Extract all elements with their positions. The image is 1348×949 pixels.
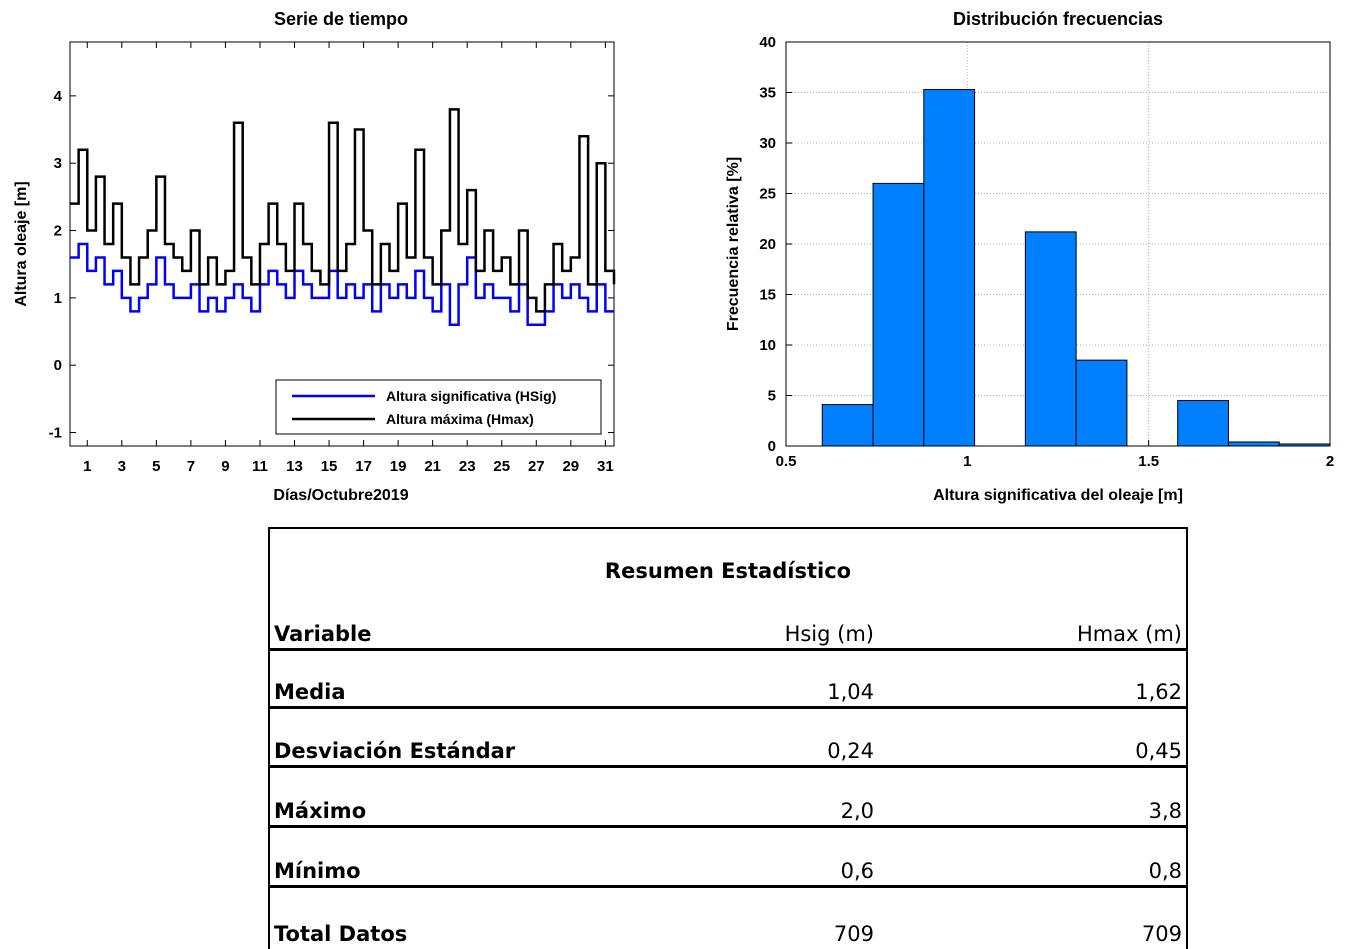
x-tick-label: 3 [118,458,126,475]
table-row: Total Datos 709 709 [270,890,1186,948]
histogram-bar [821,404,874,447]
time-series-legend: Altura significativa (HSig) Altura máxim… [275,379,602,435]
x-tick-label: 31 [597,458,614,475]
time-series-chart: Serie de tiempo Altura oleaje [m] Días/O… [13,9,616,504]
x-tick-label: 13 [286,458,303,475]
y-tick-label: 40 [759,34,776,51]
row-hmax: 0,8 [1148,859,1182,883]
y-tick-label: 10 [759,337,776,354]
x-tick-label: 9 [221,458,229,475]
table-row: Desviación Estándar 0,24 0,45 [270,710,1186,768]
histogram-bar [923,88,976,447]
table-row: Mínimo 0,6 0,8 [270,830,1186,888]
row-label: Total Datos [274,922,408,946]
time-series-axes-box [69,41,615,447]
legend-hmax-label: Altura máxima (Hmax) [386,411,534,427]
table-row: Media 1,04 1,62 [270,651,1186,709]
row-label: Máximo [274,799,367,823]
x-tick-label: 2 [1326,453,1334,470]
y-tick-label: -1 [49,425,62,442]
time-series-title: Serie de tiempo [274,9,408,29]
y-tick-label: 30 [759,135,776,152]
y-tick-label: 0 [768,438,776,455]
row-hsig: 709 [833,922,874,946]
histogram-bar [1227,441,1280,447]
charts-canvas: Serie de tiempo Altura oleaje [m] Días/O… [13,9,1334,504]
row-hsig: 0,24 [827,739,874,763]
histogram-title: Distribución frecuencias [953,9,1163,29]
header-variable: Variable [274,622,372,646]
row-hsig: 2,0 [840,799,874,823]
histogram-chart: Distribución frecuencias Frecuencia rela… [725,9,1334,504]
histogram-plot-area: 0 5 10 15 20 25 30 35 40 0.5 1 1.5 2 [759,34,1334,470]
x-tick-label: 1 [83,458,91,475]
x-tick-label: 19 [390,458,407,475]
y-tick-label: 35 [759,85,776,102]
histogram-bar [1075,359,1128,447]
x-tick-label: 27 [528,458,545,475]
table-header-row: Variable Hsig (m) Hmax (m) [270,591,1186,651]
row-hmax: 0,45 [1135,739,1182,763]
header-hsig: Hsig (m) [784,622,874,646]
series-line-hmax [70,108,616,313]
x-tick-label: 23 [459,458,476,475]
row-hmax: 709 [1141,922,1182,946]
row-label: Mínimo [274,859,361,883]
x-tick-label: 5 [152,458,160,475]
histogram-axes-box [785,41,1331,447]
histogram-ylabel: Frecuencia relativa [%] [725,157,742,331]
y-tick-label: 5 [768,388,776,405]
histogram-bar [1024,231,1077,447]
x-tick-label: 0.5 [776,453,797,470]
y-tick-label: 2 [54,223,62,240]
time-series-ylabel: Altura oleaje [m] [13,181,30,306]
y-tick-label: 0 [54,357,62,374]
row-hsig: 1,04 [827,680,874,704]
x-tick-label: 7 [187,458,195,475]
y-tick-label: 3 [54,155,62,172]
statistics-table: Resumen Estadístico Variable Hsig (m) Hm… [268,527,1188,949]
x-tick-label: 11 [252,458,268,475]
row-hsig: 0,6 [840,859,874,883]
y-tick-label: 25 [759,186,776,203]
series-line-hsig [70,242,614,327]
y-tick-label: 1 [54,290,62,307]
row-hmax: 1,62 [1135,680,1182,704]
histogram-bar [1177,400,1229,447]
row-hmax: 3,8 [1148,799,1182,823]
table-title: Resumen Estadístico [604,559,852,583]
x-tick-label: 21 [424,458,441,475]
table-row: Máximo 2,0 3,8 [270,770,1186,828]
histogram-bar [872,182,925,447]
header-hmax: Hmax (m) [1076,622,1182,646]
x-tick-label: 29 [562,458,579,475]
x-tick-label: 25 [493,458,510,475]
x-tick-label: 1 [963,453,971,470]
y-tick-label: 15 [759,287,776,304]
y-tick-label: 4 [54,88,63,105]
x-tick-label: 15 [321,458,338,475]
histogram-xlabel: Altura significativa del oleaje [m] [933,487,1183,504]
time-series-xlabel: Días/Octubre2019 [273,487,408,504]
x-tick-label: 1.5 [1138,453,1159,470]
row-label: Media [274,680,346,704]
row-label: Desviación Estándar [274,739,516,763]
x-tick-label: 17 [355,458,372,475]
y-tick-label: 20 [759,236,776,253]
legend-hsig-label: Altura significativa (HSig) [386,388,556,404]
